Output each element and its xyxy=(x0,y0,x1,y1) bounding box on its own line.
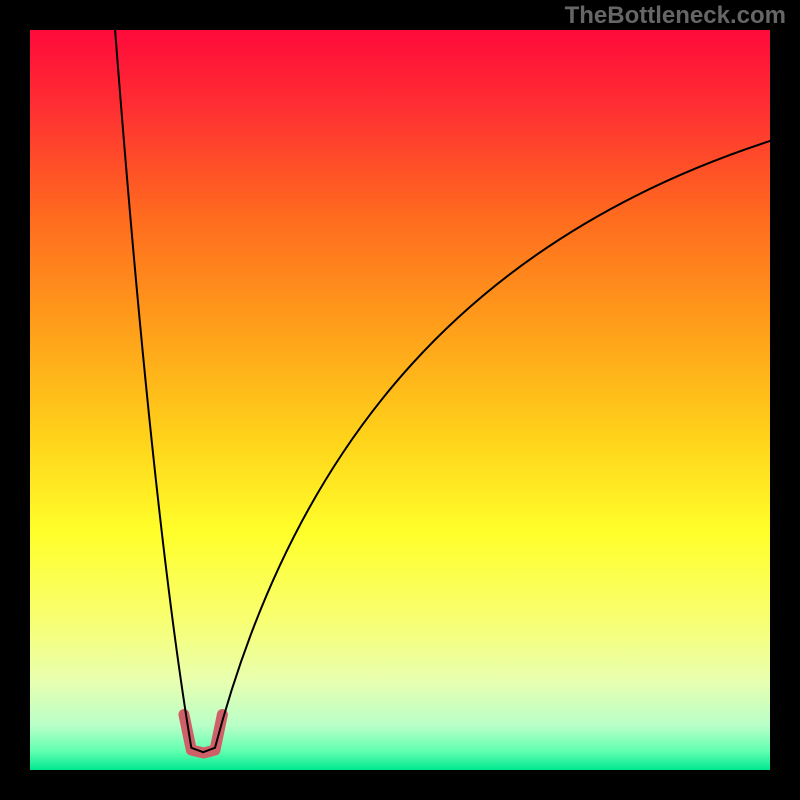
plot-area xyxy=(30,30,770,770)
watermark-text: TheBottleneck.com xyxy=(565,2,786,30)
chart-svg xyxy=(30,30,770,770)
gradient-background xyxy=(30,30,770,770)
